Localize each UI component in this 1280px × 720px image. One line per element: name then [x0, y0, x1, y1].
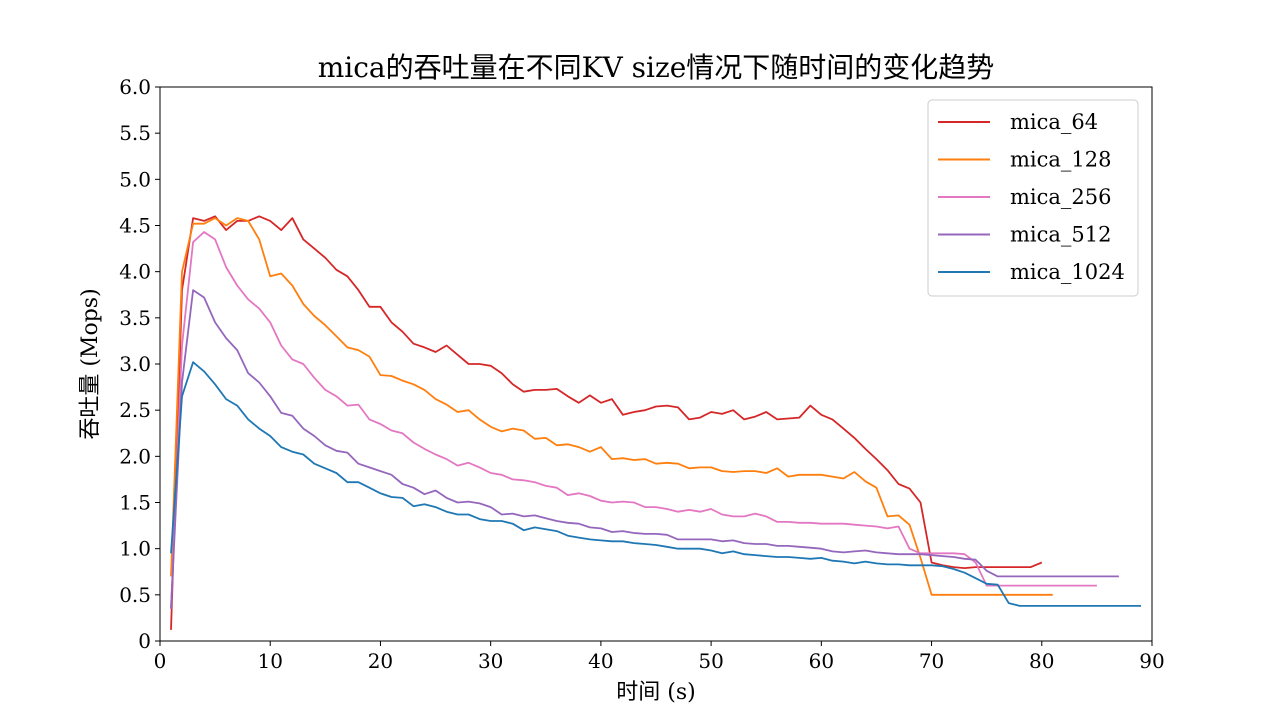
legend-label: mica_512: [1010, 223, 1112, 247]
y-tick-label: 0.5: [119, 583, 151, 607]
x-tick-label: 70: [919, 649, 944, 673]
legend-box: [927, 99, 1139, 297]
series-line-mica-64: [170, 215, 1043, 630]
x-tick-label: 40: [588, 649, 613, 673]
x-tick-label: 0: [154, 649, 167, 673]
x-tick-label: 80: [1029, 649, 1054, 673]
y-tick-label: 5.0: [119, 167, 151, 191]
y-tick-label: 3.5: [119, 306, 151, 330]
legend-label: mica_1024: [1010, 260, 1125, 284]
x-tick-label: 30: [478, 649, 503, 673]
y-tick-label: 6.0: [119, 75, 151, 99]
series-line-mica-256: [170, 231, 1097, 609]
legend-label: mica_64: [1010, 110, 1098, 134]
x-tick-label: 90: [1139, 649, 1164, 673]
legend-label: mica_256: [1010, 185, 1112, 209]
x-axis-label: 时间 (s): [616, 680, 695, 705]
x-tick-label: 60: [809, 649, 834, 673]
y-tick-label: 1.5: [119, 491, 151, 515]
series-line-mica-1024: [170, 361, 1141, 607]
axes: 0 10 20 30 40 50 60 70 80 90 0 0.5 1.0 1.5 2.0 2.5 3.0 3.…: [119, 75, 1165, 673]
y-tick-label: 0: [138, 629, 151, 653]
y-tick-label: 3.0: [119, 352, 151, 376]
series-line-mica-128: [170, 217, 1053, 596]
y-tick-label: 4.0: [119, 260, 151, 284]
y-tick-label: 4.5: [119, 214, 151, 238]
legend-label: mica_128: [1010, 148, 1112, 172]
legend: mica_64 mica_128 mica_256 mica_512 mica_1024: [927, 99, 1139, 297]
series-line-mica-512: [170, 289, 1119, 609]
y-tick-label: 2.0: [119, 444, 151, 468]
y-tick-label: 5.5: [119, 121, 151, 145]
y-tick-label: 2.5: [119, 398, 151, 422]
y-axis-label: 吞吐量 (Mops): [78, 288, 103, 439]
chart-title: mica的吞吐量在不同KV size情况下随时间的变化趋势: [318, 51, 995, 84]
y-tick-label: 1.0: [119, 537, 151, 561]
x-tick-label: 50: [698, 649, 723, 673]
x-tick-label: 10: [257, 649, 282, 673]
series-lines: [170, 215, 1141, 630]
x-tick-label: 20: [368, 649, 393, 673]
